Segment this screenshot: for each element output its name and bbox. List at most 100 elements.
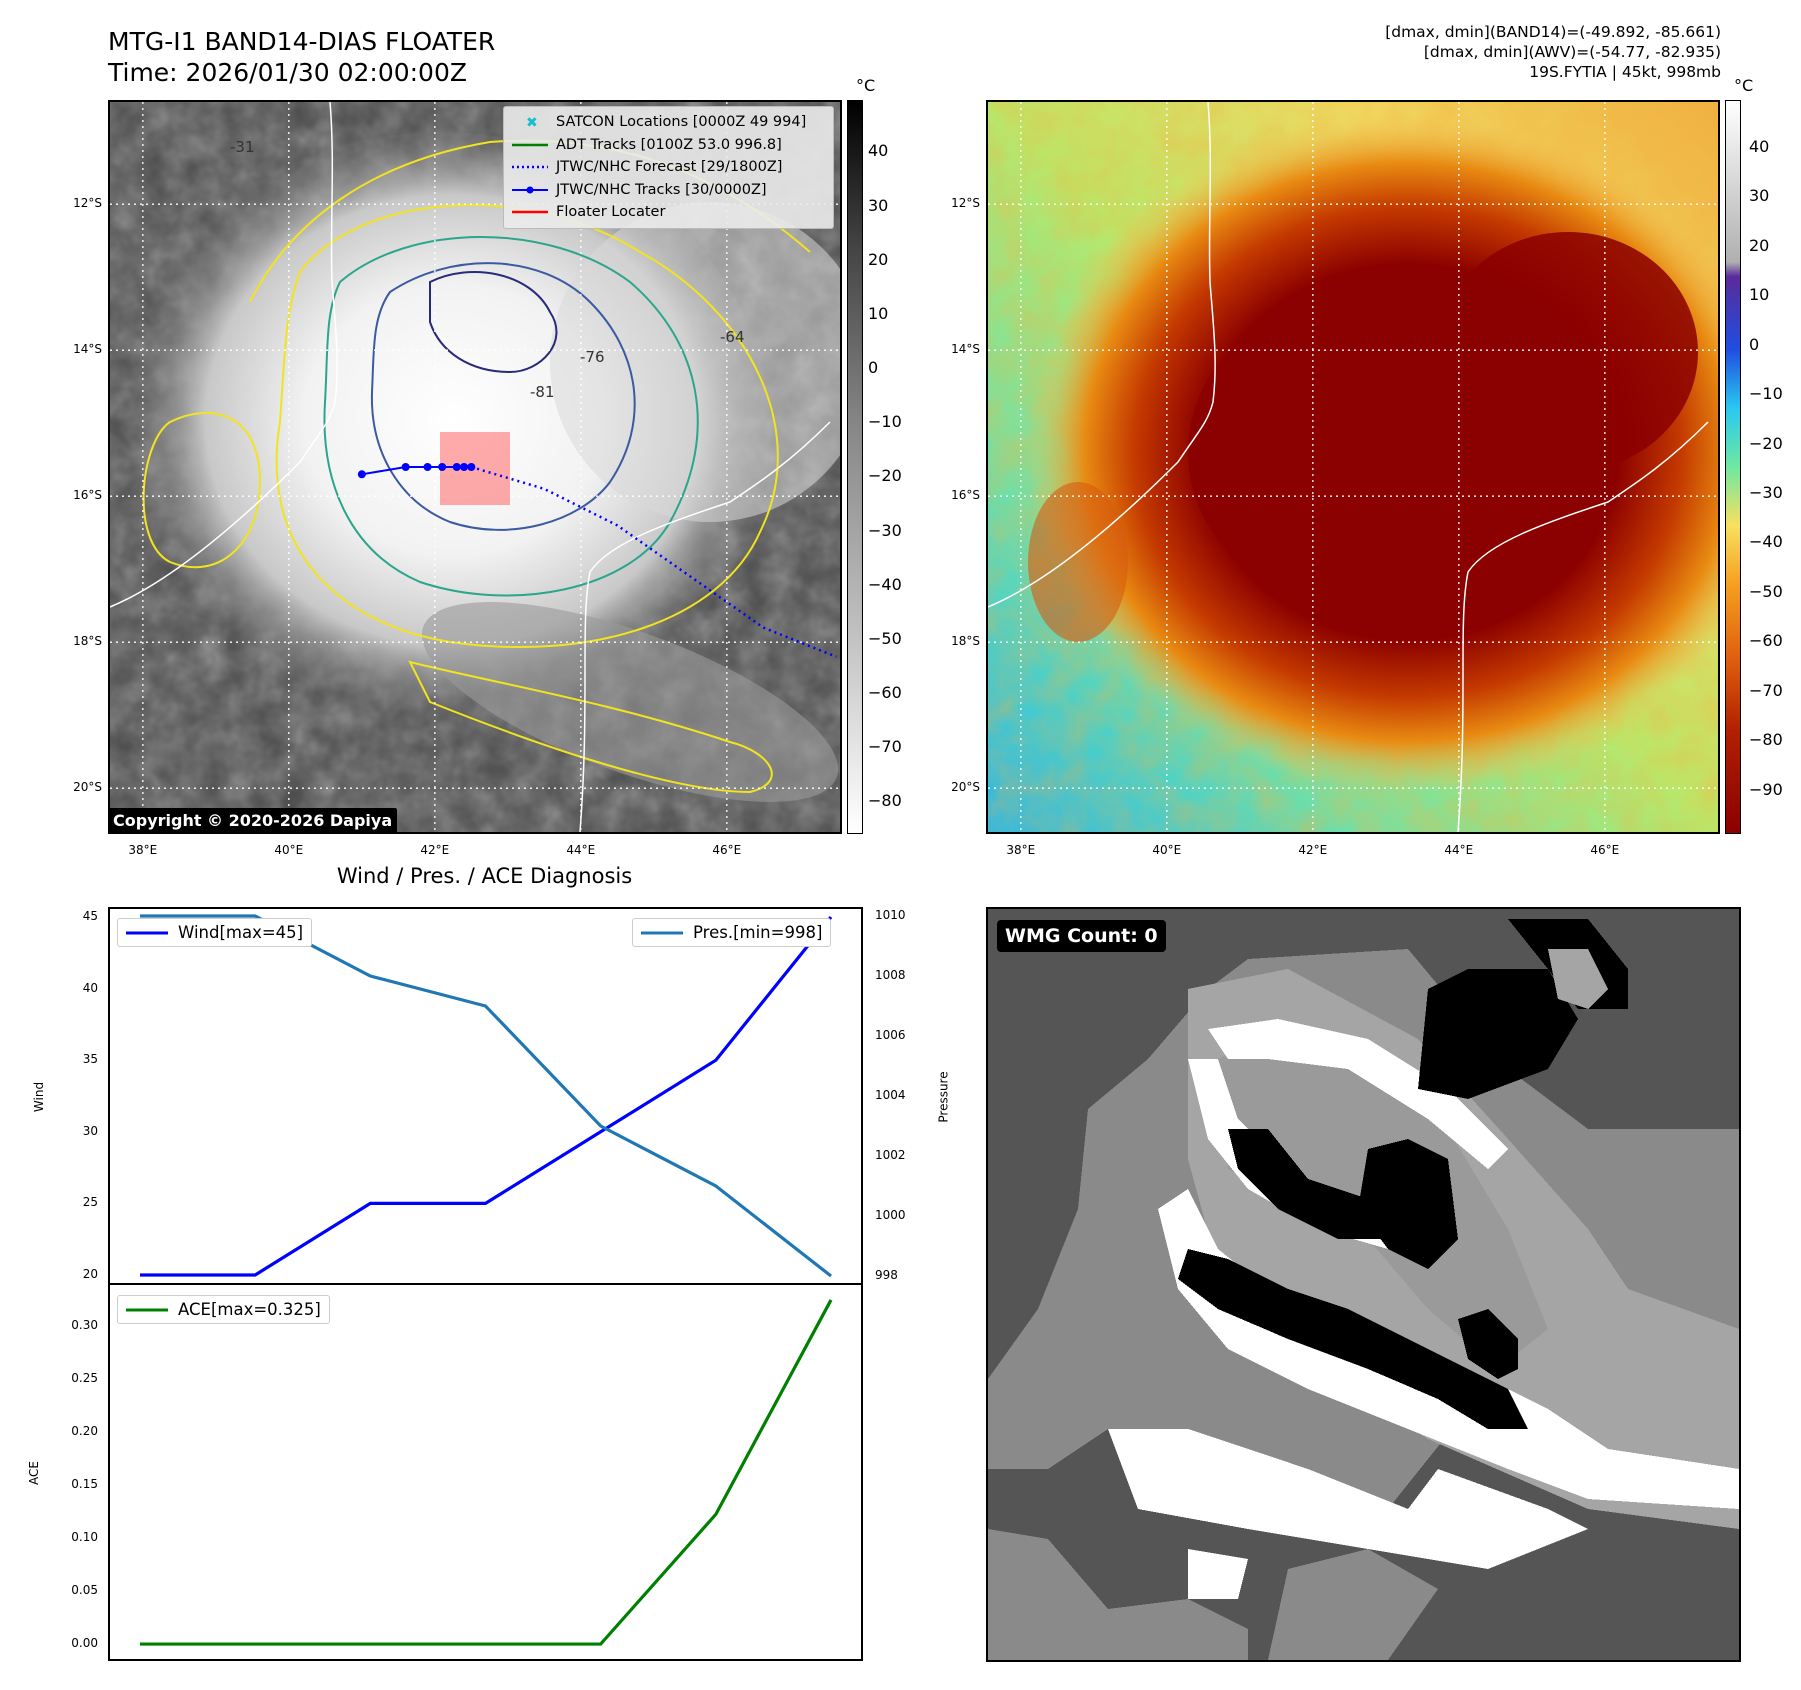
title-line-2: Time: 2026/01/30 02:00:00Z <box>108 58 467 87</box>
wind-legend-line <box>126 931 168 934</box>
y2-tick-label: 1010 <box>875 908 906 922</box>
lon-tick-label: 46°E <box>1590 843 1620 857</box>
colorbar-tick-label: 20 <box>868 249 889 269</box>
series-line <box>140 916 833 1277</box>
colorbar-tick-label: −90 <box>1749 779 1783 799</box>
colorbar-tick-label: −40 <box>868 574 902 594</box>
colorbar-tick-label: −70 <box>1749 680 1783 700</box>
y-tick-label: 30 <box>82 1123 98 1138</box>
x-marker-icon: ✖ <box>512 115 548 131</box>
lon-tick-label: 44°E <box>1444 843 1474 857</box>
y2-tick-label: 1002 <box>875 1148 906 1162</box>
lat-tick-label: 16°S <box>951 488 980 503</box>
wind-legend-label: Wind[max=45] <box>178 923 304 942</box>
colorbar-tick-label: −50 <box>1749 581 1783 601</box>
y-tick-label: 0.15 <box>71 1477 98 1492</box>
colorbar-tick-label: 10 <box>868 303 889 323</box>
colorbar-tick-label: −10 <box>1749 384 1783 404</box>
lon-tick-label: 40°E <box>274 843 304 857</box>
colorbar-tick-label: 40 <box>868 141 889 161</box>
legend-floater-label: Floater Locater <box>556 204 666 221</box>
legend-satcon: ✖ SATCON Locations [0000Z 49 994] <box>512 111 825 134</box>
colorbar-tick-label: −20 <box>1749 433 1783 453</box>
stats-block: [dmax, dmin](BAND14)=(-49.892, -85.661) … <box>1385 22 1721 82</box>
lat-tick-label: 12°S <box>951 196 980 211</box>
map-legend: ✖ SATCON Locations [0000Z 49 994] ADT Tr… <box>503 106 834 229</box>
pressure-legend: Pres.[min=998] <box>632 918 832 947</box>
legend-tracks: JTWC/NHC Tracks [30/0000Z] <box>512 179 825 202</box>
y2-tick-label: 1008 <box>875 968 906 982</box>
plot-frame <box>108 1283 863 1661</box>
y2-tick-label: 1004 <box>875 1088 906 1102</box>
contour-label: -31 <box>230 138 255 156</box>
colorbar-tick-label: −30 <box>868 520 902 540</box>
colorbar-tick-label: 0 <box>1749 334 1760 354</box>
forecast-track <box>470 465 837 658</box>
lon-tick-label: 38°E <box>128 843 158 857</box>
awv-map-canvas <box>988 102 1718 832</box>
y-tick-label: 0.20 <box>71 1424 98 1439</box>
lat-tick-label: 20°S <box>73 780 102 795</box>
y2-tick-label: 1006 <box>875 1028 906 1042</box>
lon-tick-label: 46°E <box>712 843 742 857</box>
wind-axis-label: Wind <box>32 1081 47 1113</box>
y-tick-label: 20 <box>82 1266 98 1281</box>
title-line-1: MTG-I1 BAND14-DIAS FLOATER <box>108 27 496 56</box>
legend-satcon-label: SATCON Locations [0000Z 49 994] <box>556 114 807 131</box>
svg-text:✖: ✖ <box>526 115 538 129</box>
contour-label: -64 <box>720 328 745 346</box>
lon-tick-label: 40°E <box>1152 843 1182 857</box>
stats-line-2: [dmax, dmin](AWV)=(-54.77, -82.935) <box>1423 43 1721 61</box>
colorbar-tick-label: −30 <box>1749 482 1783 502</box>
y-tick-label: 0.30 <box>71 1318 98 1333</box>
contour-west <box>142 411 262 569</box>
lat-tick-label: 14°S <box>951 342 980 357</box>
colorbar-tick-label: −10 <box>868 412 902 432</box>
ace-legend-line <box>126 1308 168 1311</box>
ace-legend-label: ACE[max=0.325] <box>178 1300 321 1319</box>
wmg-panel <box>986 907 1741 1662</box>
contour-core <box>429 271 558 374</box>
contour-label: -81 <box>530 383 555 401</box>
gray-colorbar-unit: °C <box>856 76 876 95</box>
track-point <box>460 463 469 471</box>
ace-axis-label: ACE <box>26 1461 41 1485</box>
red-line-icon <box>512 205 548 219</box>
contour-inner <box>370 262 636 531</box>
ace-legend: ACE[max=0.325] <box>117 1295 330 1324</box>
contour-label: -76 <box>580 348 605 366</box>
colorbar-tick-label: −80 <box>868 791 902 811</box>
gray-colorbar <box>847 100 863 834</box>
legend-adt: ADT Tracks [0100Z 53.0 996.8] <box>512 134 825 157</box>
colorbar-tick-label: 20 <box>1749 235 1770 255</box>
dotted-line-icon <box>512 160 548 174</box>
plot-frame <box>108 907 863 1285</box>
contour-mid <box>323 236 699 597</box>
y2-tick-label: 1000 <box>875 1208 906 1222</box>
coastline-awv-east <box>1457 421 1709 832</box>
wind-legend: Wind[max=45] <box>117 918 313 947</box>
y-tick-label: 0.10 <box>71 1530 98 1545</box>
line-icon <box>512 138 548 152</box>
awv-map-panel <box>986 100 1720 834</box>
figure-title: MTG-I1 BAND14-DIAS FLOATER Time: 2026/01… <box>108 26 495 88</box>
wind-pressure-chart <box>102 907 863 1285</box>
colorbar-tick-label: −60 <box>868 683 902 703</box>
y-tick-label: 0.25 <box>71 1371 98 1386</box>
legend-floater: Floater Locater <box>512 201 825 224</box>
pressure-legend-line <box>641 931 683 934</box>
stats-line-1: [dmax, dmin](BAND14)=(-49.892, -85.661) <box>1385 23 1721 41</box>
track-point <box>438 463 447 471</box>
track-point <box>452 463 461 471</box>
ace-svg <box>102 1283 863 1661</box>
y-tick-label: 35 <box>82 1052 98 1067</box>
pressure-axis-label: Pressure <box>936 1071 951 1123</box>
lat-tick-label: 20°S <box>951 780 980 795</box>
colorbar-tick-label: 10 <box>1749 285 1770 305</box>
colorbar-tick-label: 40 <box>1749 136 1770 156</box>
wmg-canvas <box>988 909 1739 1660</box>
wind-pressure-svg <box>102 907 863 1285</box>
copyright-badge: Copyright © 2020-2026 Dapiya <box>108 808 398 833</box>
y-tick-label: 45 <box>82 909 98 924</box>
lat-tick-label: 14°S <box>73 342 102 357</box>
